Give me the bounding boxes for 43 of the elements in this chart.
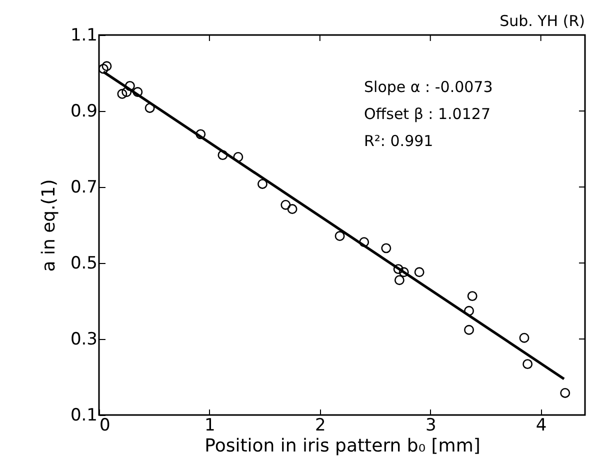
point <box>560 388 570 398</box>
point <box>233 152 244 162</box>
point <box>117 88 128 99</box>
y-axis-title: a in eq.(1) <box>38 179 60 272</box>
y-tick-label: 1.1 <box>70 26 98 46</box>
point <box>98 64 108 74</box>
point <box>522 359 533 370</box>
point <box>464 306 474 316</box>
point <box>102 61 112 72</box>
x-tick-label: 2 <box>314 416 326 436</box>
point <box>359 237 370 248</box>
y-tick-label: 0.5 <box>70 254 98 274</box>
text: Sub. YH (R) <box>500 12 585 30</box>
point <box>464 324 474 335</box>
point <box>334 231 345 241</box>
x-axis-title: Position in iris pattern b₀ [mm] <box>204 436 480 456</box>
x-tick-label: 0 <box>100 416 110 436</box>
point <box>467 291 478 302</box>
point <box>280 200 291 210</box>
point <box>398 267 409 278</box>
annotation: Slope α : -0.0073 <box>364 78 493 96</box>
y-tick-label: 0.1 <box>70 406 98 426</box>
point <box>381 243 392 254</box>
point <box>218 150 228 160</box>
point <box>414 267 424 278</box>
y-tick-label: 0.7 <box>70 178 98 198</box>
point <box>287 204 298 214</box>
annotation: R²: 0.991 <box>364 132 434 150</box>
point <box>519 332 530 343</box>
point <box>393 264 404 274</box>
annotation: Offset β : 1.0127 <box>364 105 490 123</box>
point <box>144 102 155 113</box>
point <box>124 80 135 91</box>
y-tick-label: 0.9 <box>70 102 98 122</box>
point <box>394 275 404 286</box>
x-tick-label: 1 <box>204 416 216 436</box>
point <box>132 87 143 97</box>
point <box>257 178 268 189</box>
y-tick-label: 0.3 <box>70 330 98 350</box>
point <box>122 87 132 97</box>
x-tick-label: 4 <box>536 416 547 436</box>
point <box>196 129 206 140</box>
x-tick-label: 3 <box>425 416 436 436</box>
